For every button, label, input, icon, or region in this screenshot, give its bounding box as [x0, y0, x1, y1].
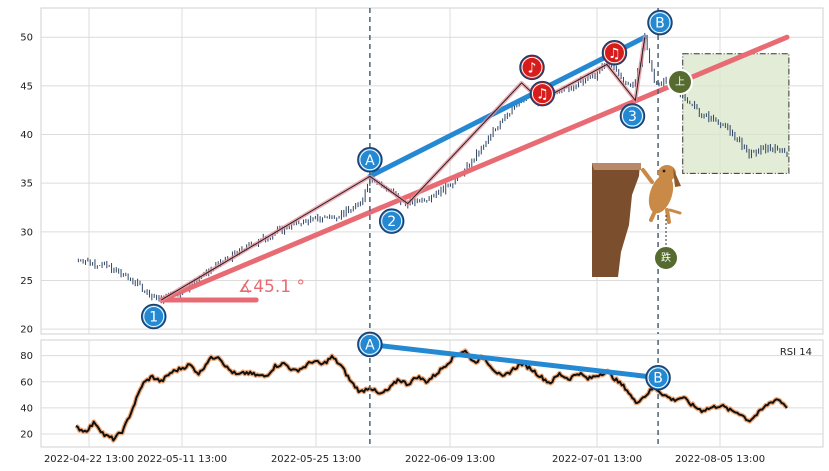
x-tick-labels: 2022-04-22 13:00 2022-05-11 13:00 2022-05-… [44, 454, 765, 465]
marker-label: ♫ [536, 87, 549, 103]
up-badge: 上 [667, 69, 693, 95]
marker-ring [603, 42, 625, 64]
marker-label: 2 [387, 214, 396, 230]
price-marker: 3 [619, 103, 646, 129]
y-tick-label: 35 [20, 179, 33, 190]
marker-circle [357, 147, 383, 173]
marker-circle [519, 54, 545, 81]
angle-annotation: ∡45.1 ° [238, 277, 305, 297]
marker-label: 3 [628, 109, 637, 125]
marker-ring [621, 105, 643, 127]
rsi-y-tick-label: 60 [20, 377, 33, 388]
marker-label: B [653, 371, 663, 387]
marker-circle [140, 303, 167, 330]
rsi-series-label: RSI 14 [780, 347, 812, 358]
y-tick-label: 40 [20, 130, 33, 141]
marker-ring [649, 12, 671, 34]
price-marker: 1 [140, 303, 167, 330]
marker-circle [378, 208, 405, 234]
rsi-divergence-line [367, 341, 661, 381]
marker-ring [531, 83, 553, 105]
marker-ring [359, 333, 381, 355]
marker-circle [601, 40, 628, 66]
price-marker: 2 [378, 208, 405, 234]
marker-ring [143, 305, 165, 327]
price-marker: A [357, 147, 383, 173]
pattern-markers: 1 A 2 3 B ♪ ♫ ♫ A B [140, 9, 673, 391]
marker-label: A [365, 337, 375, 353]
x-tick-label: 2022-07-01 13:00 [552, 454, 642, 465]
marker-circle [647, 9, 673, 36]
marker-ring [647, 367, 669, 389]
marker-label: A [365, 153, 375, 169]
svg-text:上: 上 [675, 76, 685, 88]
y-tick-labels: 20 25 30 35 40 45 50 [20, 33, 33, 336]
x-tick-label: 2022-06-09 13:00 [405, 454, 495, 465]
marker-ring [381, 210, 403, 232]
rsi-y-tick-label: 20 [20, 429, 33, 440]
x-tick-label: 2022-05-25 13:00 [271, 454, 361, 465]
rsi-y-tick-label: 80 [20, 351, 33, 362]
marker-circle [529, 80, 556, 107]
price-marker: B [647, 9, 673, 36]
y-tick-label: 50 [20, 33, 33, 44]
rsi-panel-frame [40, 339, 824, 448]
marker-circle [357, 331, 383, 358]
rsi-marker: B [645, 364, 671, 391]
down-badge: 跌 [653, 245, 679, 271]
rsi-marker: A [357, 331, 383, 358]
x-tick-label: 2022-04-22 13:00 [44, 454, 134, 465]
marker-circle [619, 103, 646, 129]
x-tick-label: 2022-05-11 13:00 [137, 454, 227, 465]
rsi-y-tick-labels: 20 40 60 80 [20, 351, 33, 440]
marker-ring [359, 149, 381, 171]
marker-circle [645, 364, 671, 391]
marker-label: ♫ [608, 46, 621, 62]
gridlines [41, 8, 823, 447]
cliff-illustration [592, 163, 641, 277]
y-tick-label: 45 [20, 81, 33, 92]
y-tick-label: 30 [20, 227, 33, 238]
price-marker: ♪ [519, 54, 545, 81]
rsi-series [74, 341, 789, 443]
blue-trend-line [367, 34, 648, 179]
price-marker: ♫ [601, 40, 628, 66]
svg-text:跌: 跌 [661, 251, 671, 264]
marker-label: ♪ [528, 60, 537, 76]
x-tick-label: 2022-08-05 13:00 [675, 454, 765, 465]
y-tick-label: 20 [20, 325, 33, 336]
rsi-y-tick-label: 40 [20, 403, 33, 414]
dog-illustration [641, 165, 682, 247]
y-tick-label: 25 [20, 276, 33, 287]
marker-ring [521, 56, 543, 78]
marker-label: B [655, 16, 665, 32]
marker-label: 1 [149, 309, 158, 325]
rsi-line [75, 349, 788, 442]
price-marker: ♫ [529, 80, 556, 107]
